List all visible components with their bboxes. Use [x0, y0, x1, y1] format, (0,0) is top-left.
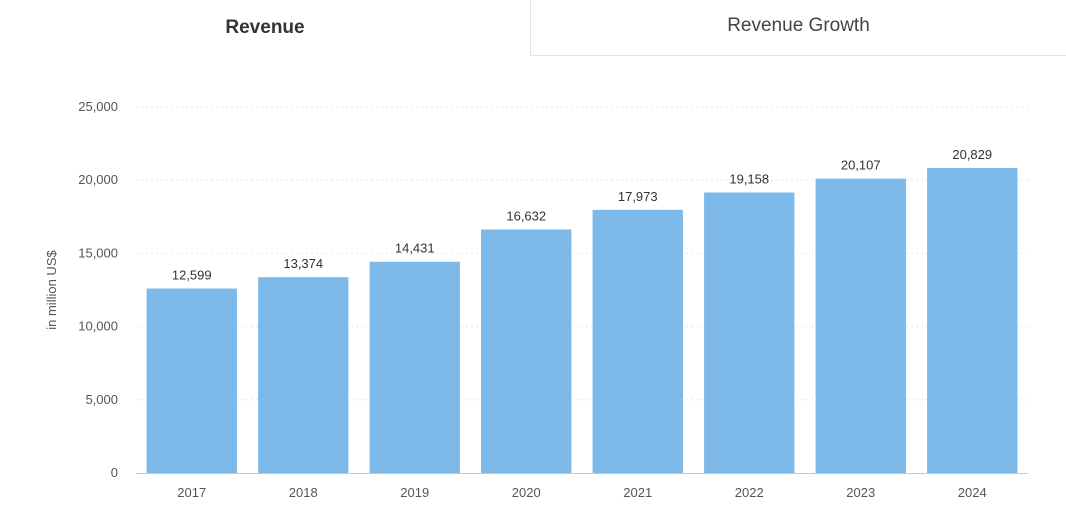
- y-tick-label: 5,000: [85, 392, 118, 407]
- data-label: 12,599: [172, 268, 212, 283]
- x-tick-label: 2021: [623, 485, 652, 500]
- x-tick-label: 2022: [735, 485, 764, 500]
- x-tick-label: 2023: [846, 485, 875, 500]
- x-axis-ticks: 2017 2018 2019 2020 2021 2022 2023 2024: [177, 485, 986, 500]
- chart-tabs: Revenue Revenue Growth: [0, 0, 1066, 57]
- bars: [146, 168, 1018, 473]
- data-label: 16,632: [506, 209, 546, 224]
- bar-2021[interactable]: [592, 209, 683, 473]
- data-label: 20,107: [841, 158, 881, 173]
- y-axis-ticks: 0 5,000 10,000 15,000 20,000 25,000: [78, 99, 118, 480]
- y-tick-label: 15,000: [78, 245, 118, 260]
- bar-2022[interactable]: [704, 192, 795, 473]
- y-tick-label: 10,000: [78, 319, 118, 334]
- x-tick-label: 2020: [512, 485, 541, 500]
- grid-lines: [136, 106, 1028, 401]
- data-label: 13,374: [283, 256, 323, 271]
- data-labels: 12,599 13,374 14,431 16,632 17,973 19,158 20,1…: [172, 147, 992, 282]
- x-tick-label: 2017: [177, 485, 206, 500]
- y-axis-title: in million US$: [44, 249, 59, 329]
- bar-2017[interactable]: [146, 288, 237, 473]
- data-label: 17,973: [618, 189, 658, 204]
- data-label: 14,431: [395, 241, 435, 256]
- bar-2018[interactable]: [258, 277, 349, 473]
- data-label: 19,158: [729, 172, 769, 187]
- y-tick-label: 20,000: [78, 172, 118, 187]
- x-tick-label: 2024: [958, 485, 987, 500]
- tab-revenue-growth[interactable]: Revenue Growth: [530, 0, 1066, 56]
- x-tick-label: 2018: [289, 485, 318, 500]
- tab-revenue[interactable]: Revenue: [0, 0, 530, 56]
- bar-2020[interactable]: [481, 229, 572, 473]
- bar-2024[interactable]: [927, 168, 1018, 473]
- y-tick-label: 0: [111, 465, 118, 480]
- bar-2019[interactable]: [369, 261, 460, 473]
- data-label: 20,829: [952, 147, 992, 162]
- y-tick-label: 25,000: [78, 99, 118, 114]
- x-tick-label: 2019: [400, 485, 429, 500]
- bar-2023[interactable]: [815, 178, 906, 473]
